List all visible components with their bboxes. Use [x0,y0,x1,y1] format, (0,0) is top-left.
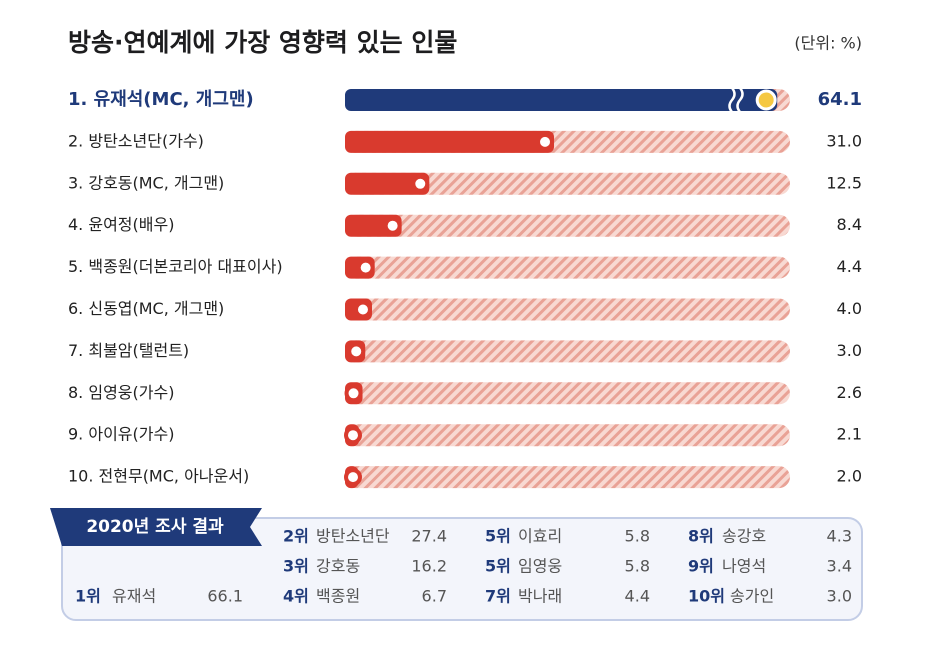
previous-tag [50,508,262,546]
rank: 4위 [283,587,309,606]
unit-label: (단위: %) [794,34,862,53]
previous-entries: 1위 유재석 66.1 2위 방탄소년단 27.4 3위 강호동 16.2 4위 백종원 6.7 5위 이… [75,527,852,606]
value: 6.7 [422,587,447,606]
value-label: 2.0 [837,467,862,486]
bar-end-dot [536,132,555,151]
rank: 7위 [485,587,511,606]
name: 송강호 [722,527,766,546]
bar-track [345,256,790,279]
bar-end-dot [411,174,430,193]
rank: 5위 [485,557,511,576]
value-label: 12.5 [826,173,862,192]
chart-title: 방송·연예계에 가장 영향력 있는 인물 [68,28,457,57]
name: 방탄소년단 [316,527,390,546]
bar [345,130,555,153]
value-label: 4.4 [837,257,862,276]
rank: 3위 [283,557,309,576]
name: 유재석 [112,587,156,606]
value: 16.2 [411,557,447,576]
value: 4.3 [827,527,852,546]
previous-title: 2020년 조사 결과 [86,517,224,537]
bar [345,89,778,111]
bar-track [345,298,790,321]
value: 66.1 [207,587,243,606]
value: 4.4 [625,587,650,606]
name: 이효리 [518,527,562,546]
bar-end-dot [344,468,362,487]
bar-end-dot [344,426,362,445]
rank: 1위 [75,587,101,606]
bar [345,172,430,195]
bar-track [345,172,790,195]
bar-track [345,340,790,363]
bar-end-dot [755,89,777,111]
bar-track [345,214,790,237]
value: 27.4 [411,527,447,546]
bar-track [345,466,790,489]
name: 박나래 [518,587,562,606]
category-label: 2. 방탄소년단(가수) [68,131,204,150]
value-label: 8.4 [837,215,862,234]
rank: 8위 [688,527,714,546]
category-label: 3. 강호동(MC, 개그맨) [68,173,224,192]
previous-box [61,517,863,621]
bars: 1. 유재석(MC, 개그맨) 64.1 2. 방탄소년단(가수) 31.0 3. 강호… [68,87,862,489]
category-label: 10. 전현무(MC, 아나운서) [68,467,249,486]
value-label: 2.1 [837,425,862,444]
category-label: 6. 신동엽(MC, 개그맨) [68,299,224,318]
bar-end-dot [347,342,366,361]
value: 5.8 [625,527,650,546]
category-label: 5. 백종원(더본코리아 대표이사) [68,257,283,276]
bar-track [345,382,790,405]
bar-end-dot [344,384,363,403]
rank: 9위 [688,557,714,576]
name: 임영웅 [518,557,562,576]
bar-end-dot [356,258,375,277]
rank: 10위 [688,587,725,606]
category-label: 8. 임영웅(가수) [68,383,174,402]
value-label: 64.1 [818,89,862,110]
category-label: 1. 유재석(MC, 개그맨) [68,89,254,110]
value-label: 3.0 [837,341,862,360]
value-label: 2.6 [837,383,862,402]
value: 3.4 [827,557,852,576]
rank: 5위 [485,527,511,546]
rank: 2위 [283,527,309,546]
name: 나영석 [722,557,766,576]
axis-break [728,87,744,113]
value-label: 31.0 [826,131,862,150]
value: 3.0 [827,587,852,606]
name: 백종원 [316,587,360,606]
value: 5.8 [625,557,650,576]
value-label: 4.0 [837,299,862,318]
category-label: 4. 윤여정(배우) [68,215,174,234]
category-label: 9. 아이유(가수) [68,425,174,444]
bar-end-dot [353,300,372,319]
category-label: 7. 최불암(탤런트) [68,341,189,360]
bar-track [345,424,790,447]
name: 강호동 [316,557,360,576]
bar-end-dot [383,216,402,235]
name: 송가인 [730,587,774,606]
